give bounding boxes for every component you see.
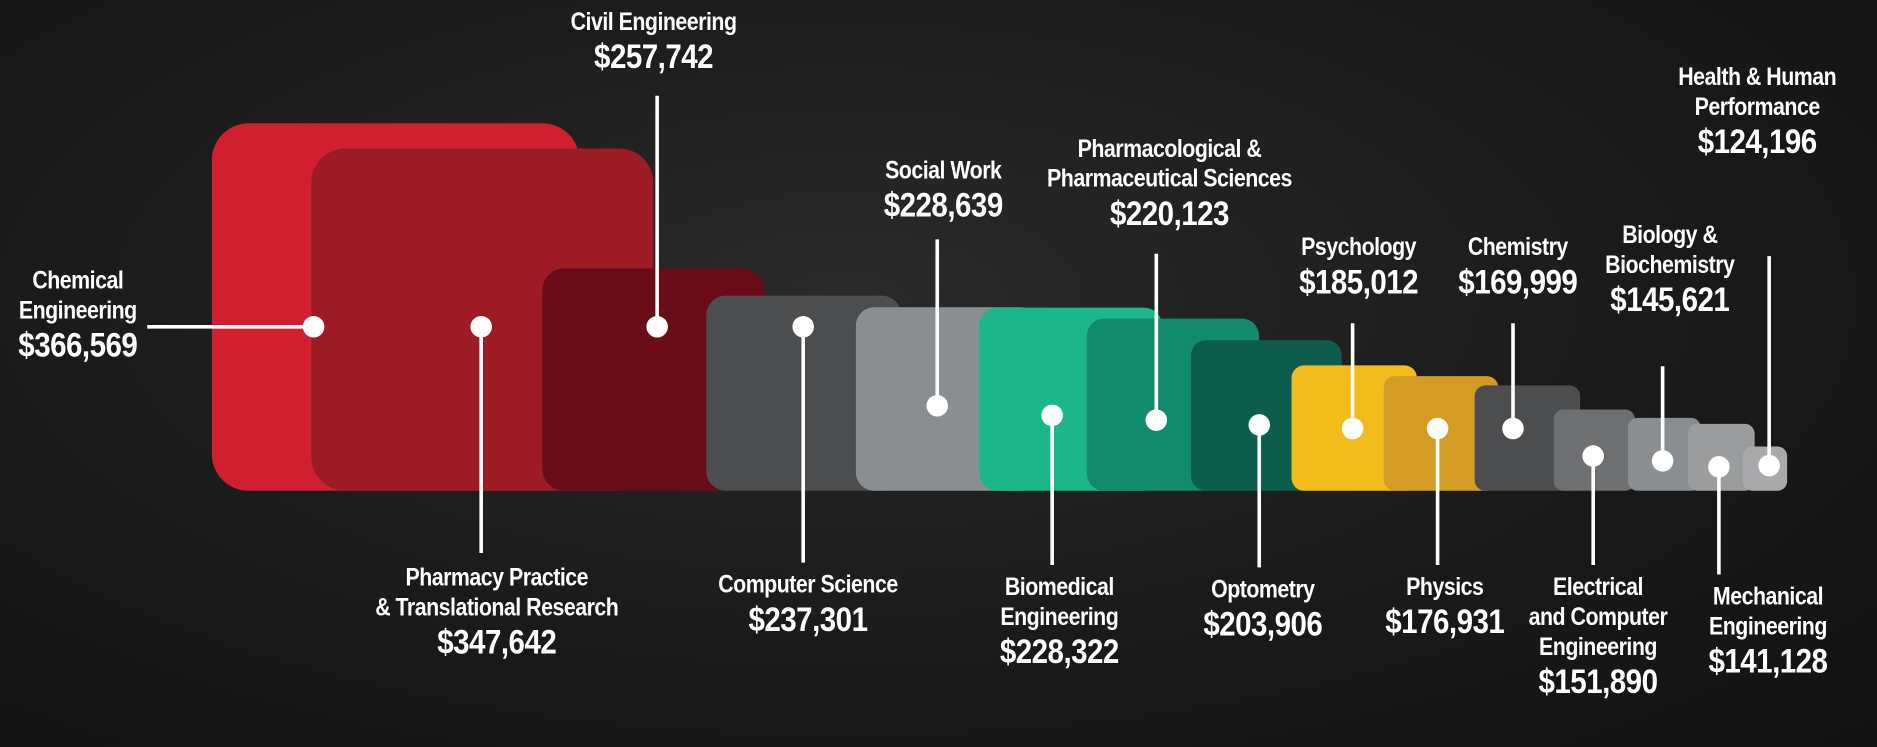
dot xyxy=(1041,405,1063,427)
dot xyxy=(303,316,325,338)
dot xyxy=(792,316,814,338)
dot xyxy=(1582,445,1604,467)
label: Biology & Biochemistry$145,621 xyxy=(1550,220,1789,321)
category-name: Health & Human Performance xyxy=(1655,62,1858,122)
category-name: Biology & Biochemistry xyxy=(1568,220,1771,280)
label: Pharmacy Practice & Translational Resear… xyxy=(317,563,676,664)
value-label: $347,642 xyxy=(344,622,649,663)
label: Computer Science$237,301 xyxy=(652,570,963,641)
label: Chemical Engineering$366,569 xyxy=(0,266,156,367)
value-label: $220,123 xyxy=(1017,194,1322,235)
value-label: $124,196 xyxy=(1655,122,1858,163)
dot xyxy=(1146,409,1168,431)
label: Pharmacological & Pharmaceutical Science… xyxy=(990,134,1349,235)
dot xyxy=(1708,456,1730,478)
value-label: $257,742 xyxy=(521,37,786,78)
dot xyxy=(926,395,948,417)
label: Civil Engineering$257,742 xyxy=(498,7,809,78)
dot xyxy=(470,316,492,338)
dot xyxy=(1502,418,1524,440)
infographic: Chemical Engineering$366,569 Pharmacy Pra… xyxy=(0,0,1877,747)
category-name: Computer Science xyxy=(676,570,941,600)
label: Mechanical Engineering$141,128 xyxy=(1648,582,1877,683)
dot xyxy=(1758,455,1780,477)
category-name: Mechanical Engineering xyxy=(1666,582,1869,642)
category-name: Pharmacy Practice & Translational Resear… xyxy=(344,563,649,623)
dot xyxy=(1342,418,1364,440)
value-label: $366,569 xyxy=(12,326,144,367)
label: Health & Human Performance$124,196 xyxy=(1637,62,1876,163)
dot xyxy=(646,316,668,338)
category-name: Biomedical Engineering xyxy=(958,572,1161,632)
value-label: $237,301 xyxy=(676,600,941,641)
category-name: Civil Engineering xyxy=(521,7,786,37)
dot xyxy=(1248,414,1270,436)
category-name: Chemical Engineering xyxy=(12,266,144,326)
value-label: $228,322 xyxy=(958,632,1161,673)
value-label: $145,621 xyxy=(1568,280,1771,321)
value-label: $141,128 xyxy=(1666,642,1869,683)
dot xyxy=(1427,418,1449,440)
category-name: Pharmacological & Pharmaceutical Science… xyxy=(1017,134,1322,194)
dot xyxy=(1652,450,1674,472)
